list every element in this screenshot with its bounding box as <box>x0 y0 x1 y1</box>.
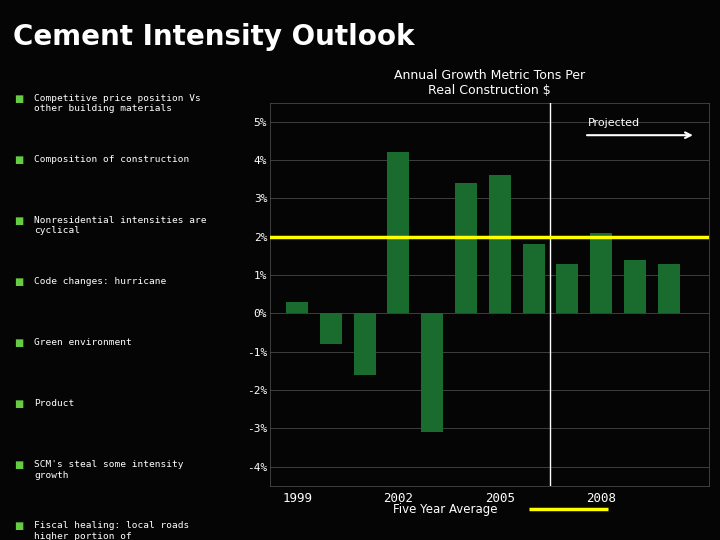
Text: Code changes: hurricane: Code changes: hurricane <box>34 277 166 286</box>
Bar <box>523 245 544 313</box>
Text: Five Year Average: Five Year Average <box>393 503 498 516</box>
Text: Projected: Projected <box>588 118 639 127</box>
Text: ■: ■ <box>14 521 23 531</box>
Bar <box>421 313 443 433</box>
Text: ■: ■ <box>14 216 23 226</box>
Text: Competitive price position Vs
other building materials: Competitive price position Vs other buil… <box>34 94 201 113</box>
Bar <box>387 152 410 313</box>
Bar <box>590 233 612 313</box>
Text: ■: ■ <box>14 155 23 165</box>
Text: Green environment: Green environment <box>34 338 132 347</box>
Text: ■: ■ <box>14 94 23 104</box>
Bar <box>286 302 308 313</box>
Title: Annual Growth Metric Tons Per
Real Construction $: Annual Growth Metric Tons Per Real Const… <box>394 69 585 97</box>
Bar <box>455 183 477 313</box>
Text: Product: Product <box>34 399 74 408</box>
Bar <box>320 313 342 344</box>
Text: SCM's steal some intensity
growth: SCM's steal some intensity growth <box>34 460 184 480</box>
Text: ■: ■ <box>14 399 23 409</box>
Text: ■: ■ <box>14 277 23 287</box>
Bar <box>557 264 578 313</box>
Bar <box>489 176 510 313</box>
Text: Composition of construction: Composition of construction <box>34 155 189 164</box>
Text: Fiscal healing: local roads
higher portion of
construction $: Fiscal healing: local roads higher porti… <box>34 521 189 540</box>
Text: Cement Intensity Outlook: Cement Intensity Outlook <box>13 23 415 51</box>
Text: Nonresidential intensities are
cyclical: Nonresidential intensities are cyclical <box>34 216 207 235</box>
Bar <box>624 260 646 313</box>
Text: ■: ■ <box>14 460 23 470</box>
Text: ■: ■ <box>14 338 23 348</box>
Bar <box>657 264 680 313</box>
Bar <box>354 313 376 375</box>
